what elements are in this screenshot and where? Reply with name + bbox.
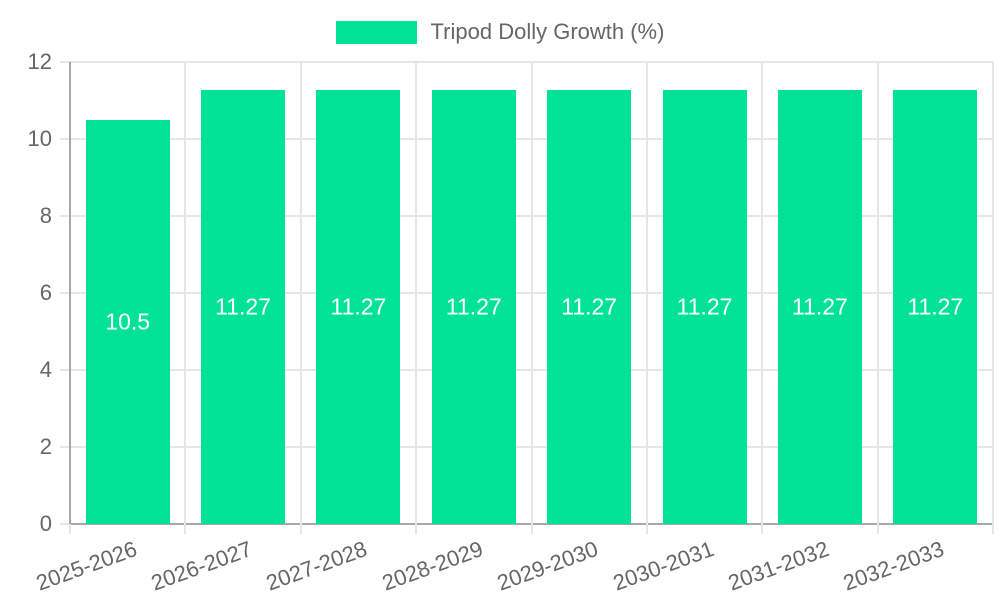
y-axis-tick [60, 523, 70, 525]
x-axis-tick [761, 524, 764, 534]
y-axis-tick [60, 369, 70, 371]
gridline-vertical [992, 62, 994, 524]
bar-value-label: 11.27 [907, 293, 964, 320]
y-tick-label: 12 [27, 49, 52, 74]
y-tick-label: 10 [27, 126, 52, 151]
x-axis-tick [645, 524, 648, 534]
bar[interactable]: 11.27 [201, 90, 286, 524]
bar-value-label: 11.27 [561, 293, 618, 320]
bar[interactable]: 11.27 [431, 90, 516, 524]
bar[interactable]: 10.5 [85, 119, 170, 524]
bar[interactable]: 11.27 [893, 90, 978, 524]
bar-value-label: 11.27 [676, 293, 733, 320]
bar[interactable]: 11.27 [547, 90, 632, 524]
y-axis-line [69, 62, 71, 524]
y-axis-tick [60, 215, 70, 217]
bar-value-label: 11.27 [215, 293, 271, 320]
y-tick-label: 8 [39, 203, 52, 228]
y-axis-tick [60, 138, 70, 140]
gridline-vertical [415, 62, 418, 524]
gridline-vertical [530, 62, 533, 524]
y-tick-label: 6 [39, 280, 52, 305]
y-tick-label: 4 [39, 357, 52, 382]
bar[interactable]: 11.27 [316, 90, 401, 524]
y-tick-label: 0 [39, 511, 52, 536]
x-axis-tick [876, 524, 879, 534]
gridline-vertical [645, 62, 648, 524]
x-axis-tick [69, 524, 71, 534]
bar-value-label: 11.27 [330, 293, 387, 320]
gridline-vertical [299, 62, 302, 524]
gridline-vertical [876, 62, 879, 524]
x-axis-tick [299, 524, 302, 534]
bar-value-label: 11.27 [445, 293, 502, 320]
bar[interactable]: 11.27 [777, 90, 862, 524]
y-axis-tick [60, 292, 70, 294]
chart-legend[interactable]: Tripod Dolly Growth (%) [0, 17, 1000, 47]
legend-swatch-icon [335, 20, 417, 44]
bar-value-label: 10.5 [105, 308, 151, 335]
y-tick-label: 2 [39, 434, 52, 459]
x-axis-tick [415, 524, 418, 534]
y-axis-tick [60, 61, 70, 63]
x-axis-tick [184, 524, 187, 534]
y-axis-tick [60, 446, 70, 448]
x-axis-tick [992, 524, 994, 534]
gridline-vertical [761, 62, 764, 524]
x-axis-tick [530, 524, 533, 534]
legend-label: Tripod Dolly Growth (%) [430, 19, 665, 44]
bar[interactable]: 11.27 [662, 90, 747, 524]
bar-value-label: 11.27 [792, 293, 848, 320]
gridline-vertical [184, 62, 187, 524]
